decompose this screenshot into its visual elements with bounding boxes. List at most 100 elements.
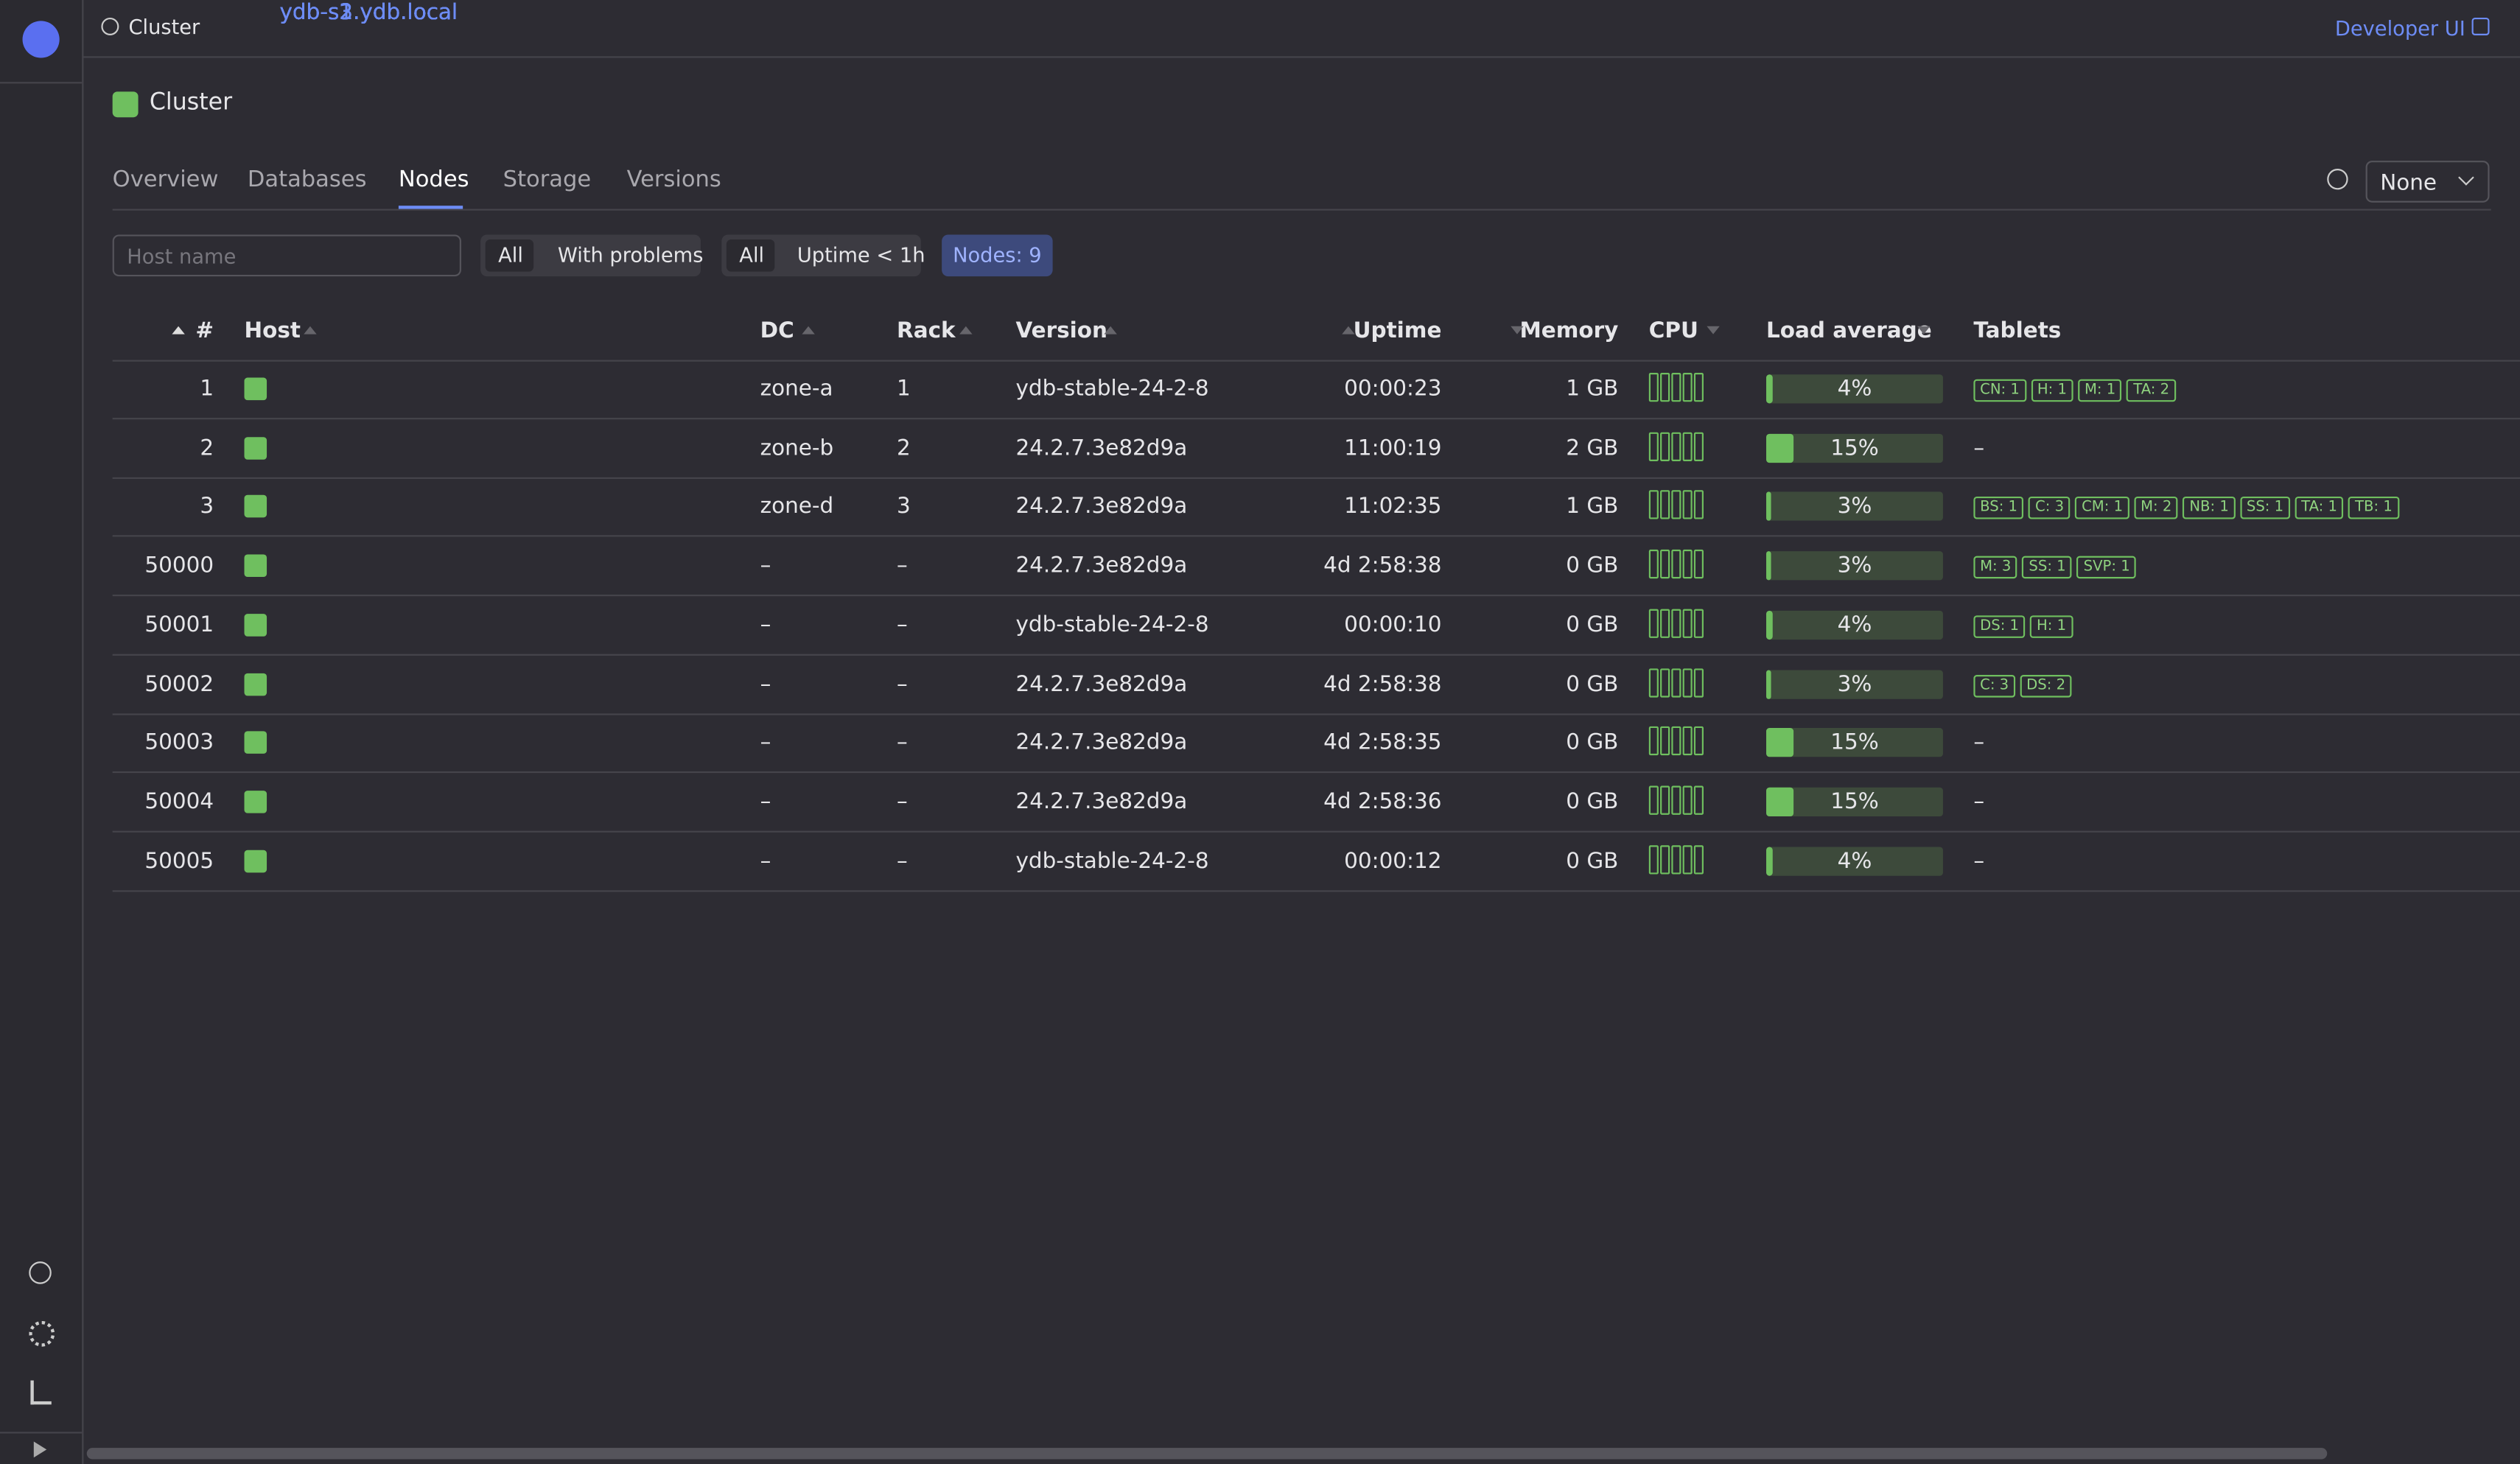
column-header[interactable]: Rack [897,318,956,344]
filter-option[interactable]: With problems [557,242,704,267]
select-value: None [2380,170,2437,197]
tablet-badge[interactable]: M: 1 [2078,379,2122,402]
tablet-badge[interactable]: H: 1 [2031,379,2073,402]
host-link[interactable]: ydb-s1.ydb.local [279,0,458,26]
host-link[interactable]: ydb-s1.ydb.local [279,0,458,26]
help-icon[interactable] [29,1261,52,1284]
tablet-badge[interactable]: NB: 1 [2183,497,2236,520]
tablet-badge[interactable]: M: 3 [1973,556,2018,579]
column-header[interactable]: Tablets [1973,318,2062,344]
tab[interactable]: Overview [112,167,219,193]
dc: – [760,670,771,697]
column-header[interactable]: Memory [1519,318,1619,344]
tablet-badge[interactable]: CM: 1 [2075,497,2129,520]
tablet-badge[interactable]: C: 3 [2029,497,2071,520]
cpu-bar [1671,668,1681,697]
host-link[interactable]: ydb-s3.ydb.local [279,0,458,26]
tablets: CN: 1 H: 1 M: 1 TA: 2 [1973,374,2180,402]
tablet-badge[interactable]: TA: 2 [2127,379,2176,402]
select[interactable]: None [2365,161,2490,203]
status-square [244,377,267,401]
row-border [112,536,2520,538]
host-link[interactable]: ydb-s3.ydb.local [279,0,458,26]
load-track [1766,728,1943,757]
load-label: 3% [1837,494,1872,520]
cpu-bar [1682,844,1693,874]
load-label: 3% [1837,670,1872,697]
dc: zone-d [760,494,834,520]
cpu-bar [1693,373,1704,402]
tab-underline [398,206,463,209]
filter-option[interactable]: Uptime < 1h [797,242,925,267]
load-track [1766,374,1943,404]
settings-icon[interactable] [29,1320,55,1347]
cpu-bar [1671,432,1681,461]
tablet-badge[interactable]: C: 3 [1973,673,2015,697]
load-label: 4% [1837,847,1872,874]
tab[interactable]: Databases [247,167,367,193]
logo[interactable] [22,21,60,58]
version: 24.2.7.3e82d9a [1015,494,1188,520]
node-id: 1 [200,376,214,402]
breadcrumb[interactable]: Cluster [128,14,200,39]
tab[interactable]: Versions [626,167,721,193]
load-bar [1766,787,1793,816]
column-header[interactable]: Version [1015,318,1107,344]
scrollbar[interactable] [86,1448,2328,1460]
cpu-bar [1648,491,1659,520]
host-link[interactable]: ydb-s1.ydb.local [279,0,458,26]
row-border [112,418,2520,420]
filter-option[interactable]: All [498,242,523,267]
cpu-bar [1682,432,1693,461]
host-link[interactable]: ydb-s2.ydb.local [279,0,458,26]
row-border [112,771,2520,774]
refresh-button[interactable] [2327,169,2348,190]
column-header[interactable]: DC [760,318,794,344]
tablets: – [1973,788,1985,815]
tablet-badge[interactable]: CN: 1 [1973,379,2026,402]
load-bar [1766,669,1772,698]
load-track [1766,787,1943,816]
tablet-badge[interactable]: BS: 1 [1973,497,2024,520]
tab[interactable]: Storage [503,167,592,193]
node-id: 50005 [144,847,214,874]
tablet-badge[interactable]: DS: 2 [2020,673,2072,697]
divider [0,82,83,84]
tablet-badge[interactable]: H: 1 [2030,614,2073,638]
version: 24.2.7.3e82d9a [1015,788,1188,815]
rack: – [897,729,908,756]
host-link[interactable]: ydb-s2.ydb.local [279,0,458,26]
page-title: Cluster [149,90,233,116]
column-header[interactable]: Host [244,318,301,344]
load-label: 4% [1837,376,1872,402]
host-link[interactable]: ydb-s3.ydb.local [279,0,458,26]
tablets: – [1973,729,1985,756]
logout-icon[interactable] [30,1380,52,1405]
host-link[interactable]: ydb-s2.ydb.local [279,0,458,26]
tablet-badge[interactable]: TB: 1 [2348,497,2399,520]
node-id: 50002 [144,670,214,697]
column-header[interactable]: CPU [1648,318,1698,344]
tablet-badge[interactable]: SS: 1 [2022,556,2073,579]
expand-button[interactable] [33,1441,47,1458]
cpu-bar [1648,785,1659,815]
tablet-badge[interactable]: TA: 1 [2295,497,2344,520]
search-input[interactable]: Host name [112,234,461,277]
tablet-badge[interactable]: SVP: 1 [2076,556,2137,579]
column-header[interactable]: Load average [1766,318,1932,344]
tablet-badge[interactable]: DS: 1 [1973,614,2026,638]
tablet-badge[interactable]: SS: 1 [2240,497,2290,520]
cpu-bar [1660,373,1670,402]
filter-option[interactable]: All [739,242,765,267]
load-track [1766,846,1943,875]
cpu-bar [1648,668,1659,697]
column-header[interactable]: Uptime [1353,318,1442,344]
developer-ui-link[interactable]: Developer UI [2334,15,2465,41]
column-header[interactable]: # [195,318,214,344]
tablet-badge[interactable]: M: 2 [2134,497,2179,520]
uptime: 00:00:23 [1344,376,1442,402]
row-border [112,654,2520,656]
tab[interactable]: Nodes [398,167,469,193]
nodes-count: Nodes: 9 [942,234,1053,277]
load-track [1766,433,1943,463]
